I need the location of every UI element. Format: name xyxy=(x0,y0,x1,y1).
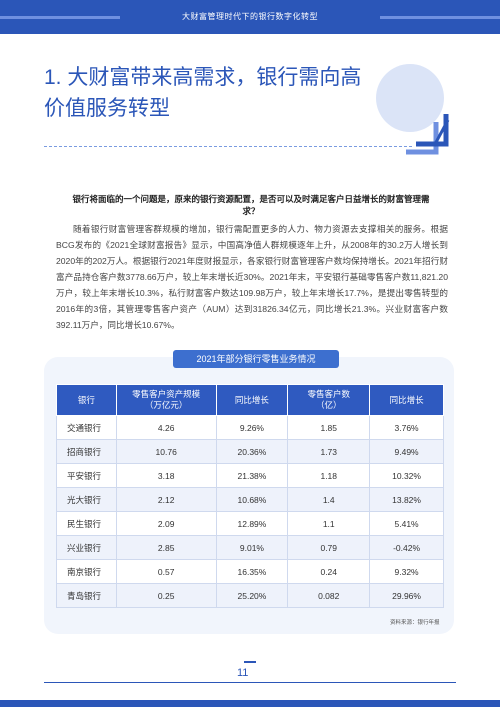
banner-left-line xyxy=(0,16,120,19)
table-row: 南京银行 0.57 16.35% 0.24 9.32% xyxy=(56,559,444,584)
chevron-arrow-decoration-icon xyxy=(376,64,450,155)
cell-bank: 交通银行 xyxy=(56,415,117,440)
footer-divider xyxy=(44,682,456,683)
header-aum: 零售客户资产规模 （万亿元） xyxy=(115,384,217,416)
cell-customer-growth: 9.49% xyxy=(369,439,444,464)
cell-customers: 1.1 xyxy=(287,511,371,536)
body-paragraph: 随着银行财富管理客群规模的增加，银行需配置更多的人力、物力资源去支撑相关的服务。… xyxy=(56,224,448,330)
cell-bank: 光大银行 xyxy=(56,487,117,512)
cell-customers: 1.4 xyxy=(287,487,371,512)
cell-aum-growth: 12.89% xyxy=(215,511,289,536)
table-row: 青岛银行 0.25 25.20% 0.082 29.96% xyxy=(56,583,444,608)
cell-aum: 4.26 xyxy=(115,415,217,440)
cell-customer-growth: 13.82% xyxy=(369,487,444,512)
cell-aum-growth: 25.20% xyxy=(215,583,289,608)
banner-right-line xyxy=(380,16,500,19)
page-number: 11 xyxy=(237,667,249,679)
header-banner: 大财富管理时代下的银行数字化转型 xyxy=(0,0,500,34)
table-row: 民生银行 2.09 12.89% 1.1 5.41% xyxy=(56,511,444,536)
cell-aum-growth: 10.68% xyxy=(215,487,289,512)
table-row: 光大银行 2.12 10.68% 1.4 13.82% xyxy=(56,487,444,512)
table-row: 招商银行 10.76 20.36% 1.73 9.49% xyxy=(56,439,444,464)
cell-aum-growth: 20.36% xyxy=(215,439,289,464)
cell-customer-growth: -0.42% xyxy=(369,535,444,560)
cell-aum: 10.76 xyxy=(115,439,217,464)
title-divider xyxy=(44,146,412,147)
cell-bank: 南京银行 xyxy=(56,559,117,584)
cell-customer-growth: 3.76% xyxy=(369,415,444,440)
retail-business-table: 银行 零售客户资产规模 （万亿元） 同比增长 零售客户数 （亿） 同比增长 交通… xyxy=(56,384,444,608)
cell-aum: 0.57 xyxy=(115,559,217,584)
cell-bank: 民生银行 xyxy=(56,511,117,536)
table-row: 兴业银行 2.85 9.01% 0.79 -0.42% xyxy=(56,535,444,560)
cell-aum: 2.09 xyxy=(115,511,217,536)
cell-bank: 平安银行 xyxy=(56,463,117,488)
table-caption: 2021年部分银行零售业务情况 xyxy=(173,350,339,368)
cell-customer-growth: 5.41% xyxy=(369,511,444,536)
cell-aum: 3.18 xyxy=(115,463,217,488)
cell-customer-growth: 29.96% xyxy=(369,583,444,608)
cell-bank: 青岛银行 xyxy=(56,583,117,608)
cell-bank: 招商银行 xyxy=(56,439,117,464)
banner-title: 大财富管理时代下的银行数字化转型 xyxy=(182,12,318,21)
cell-customers: 0.082 xyxy=(287,583,371,608)
page-number-marker xyxy=(244,661,256,663)
section-title: 1. 大财富带来高需求，银行需向高价值服务转型 xyxy=(44,66,362,120)
cell-aum: 2.85 xyxy=(115,535,217,560)
cell-aum-growth: 9.01% xyxy=(215,535,289,560)
cell-bank: 兴业银行 xyxy=(56,535,117,560)
header-bank: 银行 xyxy=(56,384,117,416)
header-customer-growth: 同比增长 xyxy=(369,384,444,416)
cell-customers: 0.24 xyxy=(287,559,371,584)
cell-customers: 1.73 xyxy=(287,439,371,464)
cell-customer-growth: 9.32% xyxy=(369,559,444,584)
cell-customers: 1.18 xyxy=(287,463,371,488)
header-aum-growth: 同比增长 xyxy=(215,384,289,416)
cell-customers: 0.79 xyxy=(287,535,371,560)
cell-aum-growth: 21.38% xyxy=(215,463,289,488)
cell-customers: 1.85 xyxy=(287,415,371,440)
bottom-bar xyxy=(0,700,500,707)
cell-aum: 2.12 xyxy=(115,487,217,512)
table-row: 交通银行 4.26 9.26% 1.85 3.76% xyxy=(56,415,444,440)
header-customers: 零售客户数 （亿） xyxy=(287,384,371,416)
table-source-note: 资料来源：银行年报 xyxy=(390,620,440,626)
question-text: 银行将面临的一个问题是，原来的银行资源配置，是否可以及时满足客户日益增长的财富管… xyxy=(72,194,430,216)
table-row: 平安银行 3.18 21.38% 1.18 10.32% xyxy=(56,463,444,488)
cell-aum: 0.25 xyxy=(115,583,217,608)
cell-aum-growth: 9.26% xyxy=(215,415,289,440)
cell-customer-growth: 10.32% xyxy=(369,463,444,488)
cell-aum-growth: 16.35% xyxy=(215,559,289,584)
table-header-row: 银行 零售客户资产规模 （万亿元） 同比增长 零售客户数 （亿） 同比增长 xyxy=(56,384,444,416)
